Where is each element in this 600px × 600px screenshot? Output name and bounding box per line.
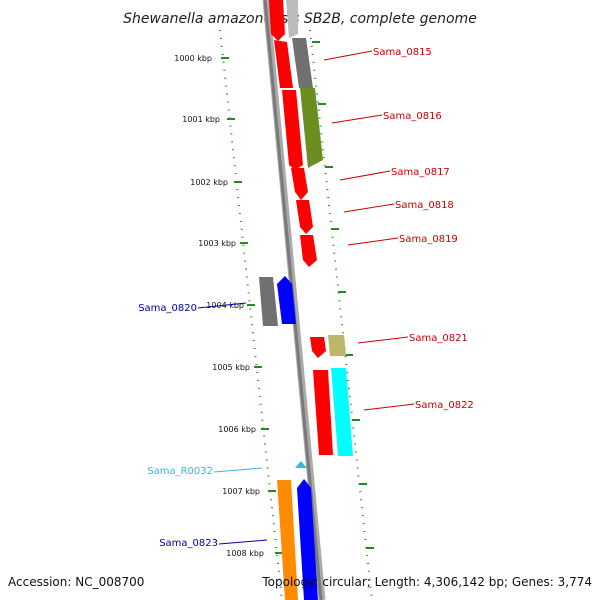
gene-label-sama-0820[interactable]: Sama_0820 — [138, 303, 197, 314]
gene-label-sama-0821[interactable]: Sama_0821 — [409, 333, 468, 344]
gene-label-sama-0817[interactable]: Sama_0817 — [391, 167, 450, 178]
gene-feature — [286, 0, 298, 38]
right-scale-ring — [309, 29, 373, 600]
gene-label-sama-0819[interactable]: Sama_0819 — [399, 234, 458, 245]
gene-feature — [328, 335, 346, 356]
gene-feature — [300, 235, 317, 267]
tick-label-1001: 1001 kbp — [182, 115, 220, 124]
rna-feature — [295, 461, 307, 468]
gene-feature — [297, 479, 318, 600]
map-title: Shewanella amazonensis SB2B, complete ge… — [123, 11, 477, 27]
gene-feature — [300, 88, 323, 168]
scale-tick-marks — [221, 41, 374, 554]
tick-label-1000: 1000 kbp — [174, 54, 212, 63]
gene-feature — [269, 0, 285, 41]
tick-label-1008: 1008 kbp — [226, 549, 264, 558]
accession-text: Accession: NC_008700 — [8, 575, 144, 589]
genome-summary-text: Topology: circular; Length: 4,306,142 bp… — [261, 575, 592, 589]
gene-label-sama-r0032[interactable]: Sama_R0032 — [147, 466, 213, 477]
tick-label-1005: 1005 kbp — [212, 363, 250, 372]
gene-feature — [296, 200, 313, 234]
gene-feature — [291, 168, 308, 200]
tick-label-1003: 1003 kbp — [198, 239, 236, 248]
gene-label-sama-0822[interactable]: Sama_0822 — [415, 400, 474, 411]
label-leaders — [197, 50, 415, 545]
gene-label-sama-0818[interactable]: Sama_0818 — [395, 200, 454, 211]
gene-feature — [331, 368, 353, 456]
gene-feature — [313, 370, 333, 455]
tick-label-1006: 1006 kbp — [218, 425, 256, 434]
gene-feature — [310, 337, 326, 358]
gene-feature — [282, 90, 303, 170]
gene-label-sama-0816[interactable]: Sama_0816 — [383, 111, 442, 122]
gene-feature — [277, 276, 296, 324]
gene-label-sama-0823[interactable]: Sama_0823 — [159, 538, 218, 549]
gene-feature — [292, 38, 313, 88]
gene-feature — [274, 40, 293, 88]
gene-feature — [277, 480, 298, 600]
tick-label-1007: 1007 kbp — [222, 487, 260, 496]
gene-feature — [259, 277, 278, 326]
tick-label-1002: 1002 kbp — [190, 178, 228, 187]
gene-label-sama-0815[interactable]: Sama_0815 — [373, 47, 432, 58]
